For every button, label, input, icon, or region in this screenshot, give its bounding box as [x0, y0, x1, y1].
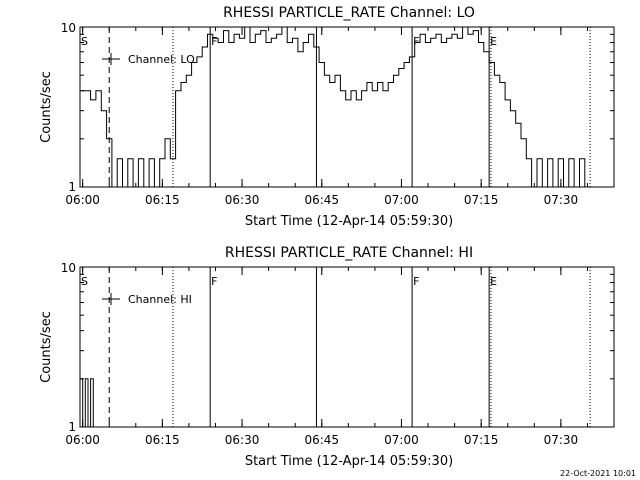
- panel-hi-xtick-label: 07:30: [544, 433, 579, 447]
- panel-lo-xlabel: Start Time (12-Apr-14 05:59:30): [245, 214, 453, 229]
- panel-hi-xlabel: Start Time (12-Apr-14 05:59:30): [245, 454, 453, 469]
- panel-lo-xtick-label: 07:30: [544, 193, 579, 207]
- panel-lo-frame: [79, 26, 615, 188]
- panel-lo-legend: Channel: LO: [102, 53, 195, 66]
- panel-hi-xtick-label: 07:00: [384, 433, 419, 447]
- panel-hi-legend-label: Channel: HI: [128, 293, 192, 306]
- panel-hi-xtick-label: 06:30: [225, 433, 260, 447]
- panel-lo-xtick-label: 06:45: [304, 193, 339, 207]
- panel-hi-marker-label: F: [413, 275, 419, 288]
- panel-lo-xtick-label: 06:00: [65, 193, 100, 207]
- panel-hi-xtick-label: 06:15: [145, 433, 180, 447]
- panel-hi-frame: [79, 266, 615, 428]
- panel-lo-marker-label: E: [490, 35, 497, 48]
- panel-lo-marker-label: S: [81, 35, 88, 48]
- panel-hi-marker-label: F: [211, 275, 217, 288]
- panel-hi-x-ticks: 06:00 06:15 06:30 06:45 07:00 07:15 07:30: [65, 267, 615, 447]
- panel-lo-marker-label: F: [211, 35, 217, 48]
- panel-hi-marker-label: E: [490, 275, 497, 288]
- panel-lo-xtick-label: 07:15: [464, 193, 499, 207]
- panel-lo-ylabel: Counts/sec: [39, 71, 54, 143]
- panel-hi-y-ticks: 10 1: [61, 261, 614, 434]
- panel-lo-y-ticks: 10 1: [61, 21, 614, 194]
- panel-lo-series: [80, 26, 594, 188]
- panel-hi-xtick-label: 06:00: [65, 433, 100, 447]
- panel-lo-title: RHESSI PARTICLE_RATE Channel: LO: [223, 5, 475, 21]
- panel-hi-ytick-label-1: 1: [68, 420, 76, 434]
- panel-lo-xtick-label: 06:15: [145, 193, 180, 207]
- panel-hi-xtick-label: 07:15: [464, 433, 499, 447]
- panel-hi-ytick-label-10: 10: [61, 261, 76, 275]
- panel-lo-xtick-label: 07:00: [384, 193, 419, 207]
- panel-hi-series-line: [80, 378, 100, 428]
- panel-lo: RHESSI PARTICLE_RATE Channel: LO Counts/…: [39, 5, 615, 229]
- panel-lo-xtick-label: 06:30: [225, 193, 260, 207]
- panel-lo-x-ticks: 06:00 06:15 06:30 06:45 07:00 07:15 07:30: [65, 27, 615, 207]
- panel-hi-ylabel: Counts/sec: [39, 311, 54, 383]
- panel-lo-legend-label: Channel: LO: [128, 53, 195, 66]
- panel-hi-marker-label: S: [81, 275, 88, 288]
- panel-hi-title: RHESSI PARTICLE_RATE Channel: HI: [225, 245, 473, 261]
- panel-hi-series: [80, 378, 100, 428]
- panel-lo-marker-label: F: [413, 35, 419, 48]
- panel-hi: RHESSI PARTICLE_RATE Channel: HI Counts/…: [39, 245, 615, 469]
- panel-hi-xtick-label: 06:45: [304, 433, 339, 447]
- panel-lo-series-line: [80, 26, 594, 188]
- footer-date: 22-Oct-2021 10:01: [560, 469, 636, 478]
- panel-hi-legend: Channel: HI: [102, 293, 192, 306]
- panel-lo-ytick-label-10: 10: [61, 21, 76, 35]
- panel-lo-ytick-label-1: 1: [68, 180, 76, 194]
